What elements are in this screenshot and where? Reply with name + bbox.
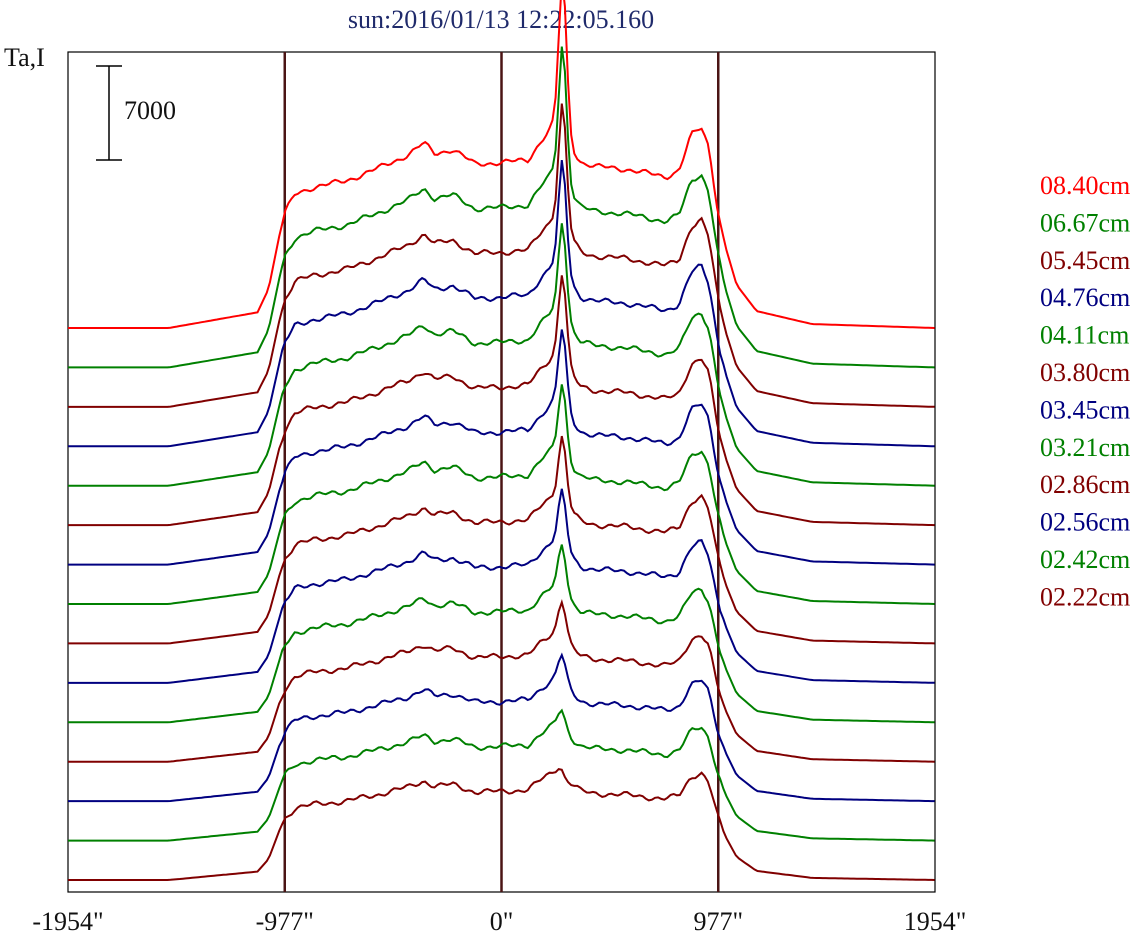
series-line-14: [68, 768, 935, 881]
x-axis-tick-labels: -1954" -977" 0" 977" 1954": [32, 907, 966, 936]
series-line-10: [68, 544, 935, 724]
x-tick-label: 977": [693, 907, 743, 936]
series-lines: [68, 0, 935, 881]
legend-entry: 02.22cm: [1040, 582, 1130, 611]
legend-entry: 02.86cm: [1040, 470, 1130, 499]
legend-entry: 03.21cm: [1040, 433, 1130, 462]
series-line-3: [68, 159, 935, 448]
x-tick-label: 0": [490, 907, 514, 936]
series-line-9: [68, 488, 935, 684]
legend-entry: 04.11cm: [1040, 321, 1129, 350]
x-tick-label: 1954": [904, 907, 967, 936]
series-line-13: [68, 708, 935, 842]
legend-entry: 04.76cm: [1040, 283, 1130, 312]
series-line-12: [68, 652, 935, 803]
legend-entry: 08.40cm: [1040, 171, 1130, 200]
legend-entry: 06.67cm: [1040, 208, 1130, 237]
series-line-6: [68, 329, 935, 566]
x-tick-label: -1954": [32, 907, 103, 936]
legend-entry: 05.45cm: [1040, 246, 1130, 275]
series-line-5: [68, 275, 935, 527]
scale-bar: 7000: [96, 65, 176, 161]
chart-title: sun:2016/01/13 12:22:05.160: [348, 5, 654, 34]
series-line-8: [68, 435, 935, 645]
scale-bar-label: 7000: [124, 96, 176, 125]
series-line-7: [68, 384, 935, 605]
x-tick-label: -977": [256, 907, 314, 936]
legend-entry: 03.80cm: [1040, 358, 1130, 387]
series-line-2: [68, 103, 935, 408]
legend-entry: 03.45cm: [1040, 395, 1130, 424]
series-line-11: [68, 598, 935, 763]
legend-entry: 02.42cm: [1040, 545, 1130, 574]
series-line-0: [68, 0, 935, 329]
reference-lines: [283, 52, 720, 892]
series-line-4: [68, 223, 935, 487]
series-line-1: [68, 46, 935, 369]
legend-entry: 02.56cm: [1040, 508, 1130, 537]
y-axis-label: Ta,I: [4, 43, 45, 72]
legend: 08.40cm 06.67cm 05.45cm 04.76cm 04.11cm 03.80…: [1040, 171, 1130, 611]
